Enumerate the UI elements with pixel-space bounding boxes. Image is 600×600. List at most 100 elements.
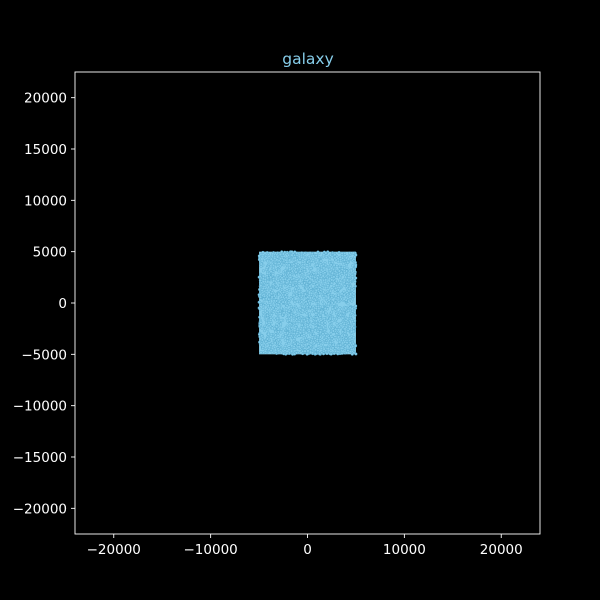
scatter-point: [258, 274, 262, 278]
scatter-point: [290, 349, 294, 353]
scatter-point: [283, 345, 287, 348]
scatter-point: [309, 325, 313, 329]
scatter-point: [311, 322, 315, 326]
scatter-point: [259, 284, 263, 288]
scatter-point: [285, 288, 289, 291]
scatter-point: [290, 269, 294, 273]
scatter-point: [317, 280, 321, 284]
scatter-point: [345, 266, 349, 270]
scatter-point: [316, 346, 320, 350]
scatter-point: [280, 276, 284, 280]
scatter-point: [276, 303, 280, 307]
scatter-point: [294, 351, 298, 355]
scatter-point: [304, 320, 308, 323]
scatter-point: [326, 347, 330, 351]
scatter-point: [348, 341, 352, 345]
scatter-point: [269, 343, 273, 347]
scatter-point: [287, 309, 291, 313]
scatter-point: [272, 279, 276, 283]
scatter-point: [258, 278, 262, 282]
scatter-point: [278, 284, 282, 288]
scatter-point: [310, 291, 314, 295]
scatter-point: [318, 285, 322, 289]
scatter-point: [303, 292, 307, 296]
scatter-point: [351, 309, 355, 313]
scatter-point: [351, 251, 355, 255]
y-tick-label: 0: [58, 296, 67, 312]
scatter-point: [342, 262, 346, 266]
scatter-point: [280, 250, 284, 254]
scatter-point: [322, 347, 326, 351]
scatter-point: [282, 311, 286, 315]
scatter-point: [259, 262, 263, 266]
scatter-point: [331, 271, 334, 275]
scatter-point: [295, 290, 299, 294]
scatter-point: [296, 342, 300, 346]
scatter-point: [290, 313, 293, 316]
scatter-point: [303, 346, 307, 350]
scatter-point: [277, 327, 280, 331]
scatter-point: [345, 291, 349, 295]
y-tick-label: −10000: [13, 399, 67, 415]
scatter-point: [266, 332, 270, 336]
scatter-point: [269, 275, 273, 279]
scatter-point: [337, 300, 341, 304]
scatter-point: [311, 296, 314, 300]
scatter-point: [279, 302, 283, 306]
scatter-point: [314, 257, 318, 261]
scatter-point: [276, 330, 280, 334]
scatter-point: [304, 300, 308, 304]
scatter-point: [335, 284, 339, 287]
scatter-point: [285, 308, 289, 312]
scatter-point: [287, 313, 291, 317]
scatter-point: [339, 258, 343, 262]
scatter-point: [348, 295, 352, 299]
scatter-point: [271, 282, 275, 286]
scatter-point: [313, 352, 317, 356]
scatter-point: [337, 335, 341, 339]
scatter-point: [339, 279, 343, 283]
scatter-point: [266, 337, 269, 341]
scatter-point: [293, 250, 297, 254]
scatter-point: [316, 266, 320, 270]
scatter-point: [330, 281, 334, 285]
scatter-point: [297, 345, 301, 349]
scatter-point: [350, 352, 354, 356]
scatter-point: [282, 352, 286, 356]
scatter-point: [267, 297, 271, 301]
scatter-point: [317, 326, 321, 330]
scatter-point: [338, 340, 342, 344]
scatter-point: [353, 344, 357, 348]
scatter-point: [272, 266, 276, 270]
scatter-point: [304, 276, 308, 280]
scatter-point: [345, 323, 348, 326]
scatter-point: [337, 269, 341, 273]
scatter-point: [279, 306, 283, 310]
scatter-point: [295, 308, 299, 312]
x-tick-label: −10000: [183, 542, 237, 558]
scatter-point: [346, 309, 350, 313]
scatter-point: [327, 302, 331, 306]
scatter-point: [262, 269, 265, 273]
scatter-point: [284, 293, 287, 297]
scatter-point: [324, 251, 328, 255]
y-axis: 20000 15000 10000 5000 0 −5000 −10000 −15000 −20…: [13, 91, 75, 517]
scatter-point: [337, 325, 341, 329]
scatter-point: [310, 278, 314, 282]
scatter-point: [279, 347, 283, 351]
scatter-point: [333, 300, 337, 304]
scatter-point: [315, 276, 319, 280]
scatter-point: [300, 272, 304, 276]
scatter-point: [350, 299, 354, 303]
scatter-point: [292, 345, 296, 349]
scatter-point: [268, 293, 271, 297]
scatter-point: [259, 293, 262, 297]
scatter-point: [353, 284, 357, 288]
scatter-point: [312, 346, 316, 350]
scatter-point: [269, 321, 273, 325]
scatter-point: [353, 272, 357, 276]
scatter-point: [309, 266, 313, 270]
scatter-point: [348, 338, 352, 342]
scatter-point: [262, 297, 266, 301]
